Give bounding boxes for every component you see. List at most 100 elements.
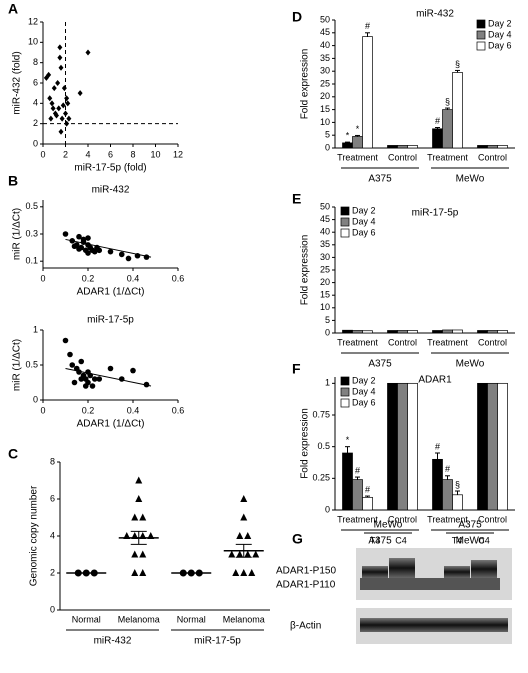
- point: [54, 112, 59, 119]
- significance-mark: *: [346, 130, 350, 140]
- point: [71, 243, 78, 250]
- y-axis-label: Fold expression: [300, 408, 311, 479]
- point: [60, 102, 66, 109]
- band: [360, 578, 500, 590]
- bar: [387, 382, 398, 511]
- bar: [362, 496, 373, 511]
- bar: [407, 330, 418, 334]
- y-tick-label: 45: [320, 214, 330, 224]
- x-axis-label: ADAR1 (1/ΔCt): [77, 419, 145, 430]
- x-tick-label: 0.6: [172, 273, 185, 283]
- lane-label: C4: [395, 535, 407, 545]
- legend-label: Day 6: [352, 227, 376, 237]
- y-tick-label: 0: [33, 138, 38, 148]
- bar: [432, 458, 443, 511]
- point: [134, 252, 141, 259]
- point: [71, 379, 78, 386]
- y-tick-label: 25: [320, 264, 330, 274]
- y-tick-label: 8: [50, 456, 55, 466]
- y-tick-label: 0.5: [25, 359, 38, 369]
- lane-label: T4: [452, 535, 463, 545]
- blot-panel: G MeWo A375 T4 C4 T4 C4 ADAR1-P150 ADAR1…: [276, 520, 512, 644]
- band-label: ADAR1-P110: [276, 580, 336, 591]
- band: [444, 566, 470, 578]
- panel-letter: D: [292, 9, 302, 25]
- x-tick-label: Treatment: [427, 152, 468, 162]
- bar: [497, 330, 508, 334]
- legend-swatch: [340, 206, 350, 216]
- point: [47, 95, 53, 102]
- point: [85, 235, 91, 241]
- x-tick-label: Treatment: [427, 337, 468, 347]
- point: [49, 100, 55, 107]
- significance-mark: #: [365, 21, 370, 31]
- point: [139, 569, 147, 576]
- point: [48, 115, 54, 122]
- point: [50, 105, 56, 112]
- point: [61, 85, 67, 92]
- point: [66, 115, 72, 122]
- y-tick-label: 8: [33, 57, 38, 67]
- point: [135, 495, 143, 502]
- point: [107, 365, 114, 372]
- point: [131, 513, 139, 521]
- y-tick-label: 1: [325, 378, 330, 388]
- group-label: MeWo: [456, 174, 485, 185]
- significance-mark: #: [435, 116, 440, 126]
- significance-mark: #: [445, 464, 450, 474]
- y-tick-label: 0.5: [317, 441, 330, 451]
- point: [135, 476, 143, 484]
- point: [78, 358, 85, 365]
- point: [69, 238, 76, 244]
- bar: [477, 330, 488, 334]
- point: [55, 80, 61, 86]
- x-tick-label: 0.2: [82, 405, 95, 415]
- bar: [362, 330, 373, 334]
- point: [91, 376, 98, 382]
- panel-letter: G: [292, 531, 303, 547]
- y-tick-label: 0.3: [25, 228, 38, 238]
- y-tick-label: 0: [325, 504, 330, 514]
- group-label: MeWo: [456, 359, 485, 370]
- point: [46, 71, 52, 78]
- y-tick-label: 10: [320, 117, 330, 127]
- x-tick-label: Control: [388, 152, 417, 162]
- legend-label: Day 4: [352, 386, 376, 396]
- point: [107, 248, 114, 255]
- x-tick-label: Melanoma: [223, 614, 265, 624]
- bar: [407, 145, 418, 149]
- group-label: A375: [368, 174, 392, 185]
- bar: [432, 330, 443, 334]
- y-tick-label: 5: [325, 130, 330, 140]
- x-tick-label: Control: [478, 514, 507, 524]
- y-tick-label: 2: [50, 567, 55, 577]
- cell-line: MeWo: [374, 520, 403, 531]
- y-tick-label: 40: [320, 227, 330, 237]
- bar: [342, 452, 353, 511]
- point: [96, 247, 103, 254]
- x-tick-label: Normal: [177, 614, 206, 624]
- point: [64, 120, 70, 127]
- band: [360, 618, 508, 632]
- x-tick-label: Control: [478, 152, 507, 162]
- bar: [352, 330, 363, 334]
- significance-mark: #: [435, 441, 440, 451]
- bar: [487, 382, 498, 511]
- point: [139, 513, 147, 521]
- bar: [497, 382, 508, 511]
- y-tick-label: 15: [320, 104, 330, 114]
- point: [252, 550, 260, 558]
- lane-label: T4: [370, 535, 381, 545]
- panel-letter: A: [8, 1, 18, 17]
- chart-title: miR-432: [92, 185, 130, 196]
- x-tick-label: 8: [130, 149, 135, 159]
- bar: [387, 330, 398, 334]
- point: [244, 550, 252, 558]
- x-tick-label: 0.2: [82, 273, 95, 283]
- y-tick-label: 0: [325, 327, 330, 337]
- x-tick-label: Melanoma: [118, 614, 160, 624]
- y-axis-label: Fold expression: [300, 49, 311, 120]
- bar: [452, 329, 463, 334]
- y-tick-label: 20: [320, 91, 330, 101]
- point: [248, 569, 256, 576]
